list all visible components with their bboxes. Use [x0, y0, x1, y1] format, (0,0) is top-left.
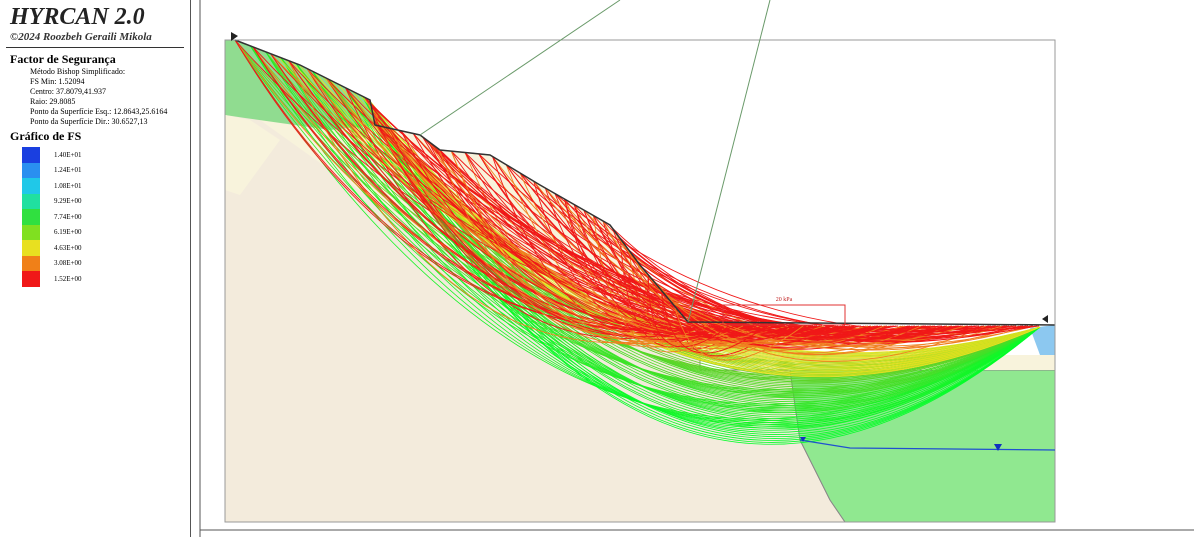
slip-surface	[602, 220, 885, 350]
slip-surface	[312, 71, 1041, 399]
slip-surface	[371, 108, 1041, 424]
marker	[231, 32, 238, 41]
soil-layer	[225, 115, 280, 195]
water-marker	[800, 437, 806, 442]
soil-layer	[1030, 325, 1055, 355]
slip-surface	[373, 118, 751, 340]
legend-label: 3.08E+00	[54, 259, 82, 268]
legend-label: 1.08E+01	[54, 181, 82, 190]
slip-surface	[450, 150, 744, 348]
side-panel: HYRCAN 2.0 ©2024 Roozbeh Geraili Mikola …	[0, 0, 191, 537]
results: Método Bishop Simplificado: FS Min: 1.520…	[0, 67, 190, 127]
slip-surface	[564, 198, 737, 335]
legend-item: 7.74E+00	[22, 209, 190, 225]
legend: 1.40E+01 1.24E+01 1.08E+01 9.29E+00 7.74E+00…	[22, 147, 190, 287]
legend-label: 1.52E+00	[54, 274, 82, 283]
slip-surface	[492, 156, 735, 342]
legend-item: 6.19E+00	[22, 224, 190, 240]
slip-surface	[674, 306, 804, 361]
legend-swatch	[22, 162, 40, 178]
slip-surface	[374, 123, 1041, 376]
legend-swatch	[22, 209, 40, 225]
legend-item: 1.40E+01	[22, 147, 190, 163]
marker	[1042, 315, 1048, 323]
legend-swatch	[22, 178, 40, 194]
legend-swatch	[22, 271, 40, 287]
load-label: 20 kPa	[776, 297, 793, 303]
legend-item: 1.08E+01	[22, 178, 190, 194]
legend-label: 7.74E+00	[54, 212, 82, 221]
legend-swatch	[22, 147, 40, 163]
legend-swatch	[22, 255, 40, 271]
slip-surface	[647, 274, 730, 348]
result-line: Raio: 29.8085	[30, 97, 76, 106]
ground-surface	[234, 39, 1056, 326]
result-line: Ponto da Superfície Esq.: 12.8643,25.616…	[30, 107, 168, 116]
slip-surface	[661, 290, 767, 354]
search-line	[687, 0, 771, 323]
legend-item: 9.29E+00	[22, 193, 190, 209]
slip-surface	[372, 114, 1041, 441]
legend-label: 6.19E+00	[54, 228, 82, 237]
slip-surface	[345, 87, 703, 339]
legend-label: 1.40E+01	[54, 150, 82, 159]
slip-surface	[371, 111, 714, 338]
results-heading: Factor de Segurança	[10, 52, 116, 66]
slip-surface	[377, 125, 1041, 445]
legend-item: 4.63E+00	[22, 240, 190, 256]
slip-surface	[388, 127, 825, 347]
slip-surface	[636, 260, 1033, 343]
slip-surface	[371, 108, 1041, 439]
legend-item: 1.24E+01	[22, 162, 190, 178]
legend-item: 3.08E+00	[22, 255, 190, 271]
result-line: FS Min: 1.52094	[30, 77, 85, 86]
legend-swatch	[22, 193, 40, 209]
result-line: Método Bishop Simplificado:	[30, 67, 126, 76]
legend-label: 9.29E+00	[54, 197, 82, 206]
distributed-load	[722, 304, 846, 326]
slip-surface	[464, 152, 781, 332]
divider	[6, 47, 184, 48]
slip-surface	[646, 274, 710, 344]
slip-surface	[288, 60, 712, 344]
slip-surface	[492, 156, 855, 337]
slip-surface	[422, 136, 936, 336]
water-table	[799, 439, 1056, 451]
legend-swatch	[22, 240, 40, 256]
legend-item: 1.52E+00	[22, 271, 190, 287]
slip-surface	[378, 125, 1041, 377]
slip-surface	[345, 87, 943, 331]
slip-surface	[611, 227, 922, 354]
result-line: Ponto da Superfície Dir.: 30.6527,13	[30, 117, 148, 126]
boundary	[224, 39, 1056, 523]
slip-surface	[433, 144, 1010, 342]
slip-surface	[620, 238, 959, 334]
slip-surface	[427, 140, 973, 339]
legend-label: 1.24E+01	[54, 166, 82, 175]
water-marker	[994, 444, 1002, 451]
legend-swatch	[22, 224, 40, 240]
app-title: HYRCAN 2.0	[10, 4, 145, 30]
copyright: ©2024 Roozbeh Geraili Mikola	[10, 31, 152, 43]
slip-surface	[583, 209, 811, 342]
search-line	[419, 0, 621, 136]
model-view: 20 kPa	[199, 0, 1194, 537]
legend-label: 4.63E+00	[54, 243, 82, 252]
slip-surface	[438, 149, 707, 345]
slip-surface	[628, 249, 996, 338]
result-line: Centro: 37.8079,41.937	[30, 87, 106, 96]
slip-surface	[478, 153, 818, 334]
slip-surface	[564, 198, 957, 341]
slip-surface	[592, 215, 848, 346]
slip-surface	[314, 72, 1041, 359]
legend-heading: Gráfico de FS	[10, 129, 82, 143]
slip-surface	[325, 77, 786, 332]
